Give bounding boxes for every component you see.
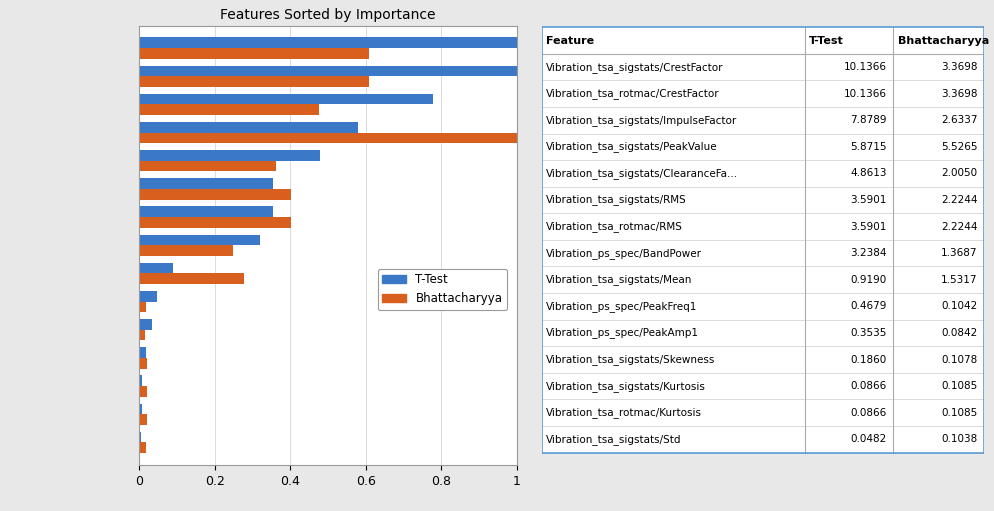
Text: 2.2244: 2.2244	[941, 222, 977, 231]
Text: 1.5317: 1.5317	[941, 275, 977, 285]
Legend: T-Test, Bhattacharyya: T-Test, Bhattacharyya	[378, 269, 507, 310]
Bar	[139, 245, 233, 256]
Text: 0.4679: 0.4679	[851, 301, 887, 311]
Bar	[139, 217, 291, 228]
Text: 0.1042: 0.1042	[941, 301, 977, 311]
Text: Bhattacharyya: Bhattacharyya	[898, 35, 989, 45]
Bar	[139, 235, 259, 245]
Bar	[139, 189, 291, 200]
Bar	[139, 319, 152, 330]
Text: 0.9190: 0.9190	[851, 275, 887, 285]
Text: Vibration_tsa_sigstats/RMS: Vibration_tsa_sigstats/RMS	[546, 195, 687, 205]
Text: 0.0866: 0.0866	[851, 381, 887, 391]
Text: Vibration_ps_spec/PeakFreq1: Vibration_ps_spec/PeakFreq1	[546, 301, 698, 312]
Bar	[139, 37, 517, 48]
Text: Vibration_tsa_rotmac/Kurtosis: Vibration_tsa_rotmac/Kurtosis	[546, 407, 702, 418]
Text: Vibration_tsa_sigstats/Skewness: Vibration_tsa_sigstats/Skewness	[546, 354, 716, 365]
Text: Vibration_tsa_sigstats/Mean: Vibration_tsa_sigstats/Mean	[546, 274, 693, 285]
Text: Feature: Feature	[546, 35, 594, 45]
Bar	[139, 358, 146, 368]
Bar	[542, 27, 984, 453]
Text: 0.0866: 0.0866	[851, 408, 887, 417]
Bar	[139, 330, 145, 340]
Text: Vibration_tsa_sigstats/ClearanceFa...: Vibration_tsa_sigstats/ClearanceFa...	[546, 168, 739, 179]
Text: Vibration_ps_spec/BandPower: Vibration_ps_spec/BandPower	[546, 248, 702, 259]
Text: 7.8789: 7.8789	[850, 115, 887, 125]
Text: 3.2384: 3.2384	[850, 248, 887, 258]
Text: 0.3535: 0.3535	[851, 328, 887, 338]
Text: 0.0842: 0.0842	[941, 328, 977, 338]
Bar	[139, 150, 320, 161]
Bar	[139, 65, 517, 76]
Text: T-Test: T-Test	[809, 35, 844, 45]
Bar	[139, 48, 370, 59]
Bar	[139, 122, 358, 132]
Text: Vibration_ps_spec/PeakAmp1: Vibration_ps_spec/PeakAmp1	[546, 328, 699, 338]
Text: Vibration_tsa_sigstats/ImpulseFactor: Vibration_tsa_sigstats/ImpulseFactor	[546, 115, 738, 126]
Bar	[139, 432, 141, 443]
Text: Vibration_tsa_rotmac/RMS: Vibration_tsa_rotmac/RMS	[546, 221, 683, 232]
Text: 10.1366: 10.1366	[844, 62, 887, 72]
Text: 5.8715: 5.8715	[850, 142, 887, 152]
Bar	[139, 301, 146, 312]
Text: 0.1860: 0.1860	[851, 355, 887, 364]
Title: Features Sorted by Importance: Features Sorted by Importance	[221, 8, 435, 21]
Bar	[139, 178, 273, 189]
Text: 10.1366: 10.1366	[844, 89, 887, 99]
Text: Vibration_tsa_sigstats/CrestFactor: Vibration_tsa_sigstats/CrestFactor	[546, 62, 724, 73]
Bar	[139, 404, 142, 414]
Bar	[139, 206, 273, 217]
Text: Vibration_tsa_sigstats/PeakValue: Vibration_tsa_sigstats/PeakValue	[546, 142, 718, 152]
Text: 3.3698: 3.3698	[941, 89, 977, 99]
Text: 0.1085: 0.1085	[941, 408, 977, 417]
Bar	[139, 414, 146, 425]
Bar	[139, 443, 146, 453]
Text: 0.1038: 0.1038	[941, 434, 977, 444]
Bar	[139, 132, 517, 143]
Bar	[139, 376, 142, 386]
Bar	[139, 263, 173, 273]
Text: 1.3687: 1.3687	[941, 248, 977, 258]
Text: 3.5901: 3.5901	[851, 222, 887, 231]
Text: 0.0482: 0.0482	[851, 434, 887, 444]
Bar	[139, 161, 276, 172]
Bar	[139, 94, 432, 104]
Text: 4.8613: 4.8613	[850, 169, 887, 178]
Text: 3.5901: 3.5901	[851, 195, 887, 205]
Bar	[139, 104, 319, 115]
Text: Vibration_tsa_sigstats/Kurtosis: Vibration_tsa_sigstats/Kurtosis	[546, 381, 706, 391]
Text: 0.1085: 0.1085	[941, 381, 977, 391]
Bar	[139, 386, 146, 397]
Text: Vibration_tsa_sigstats/Std: Vibration_tsa_sigstats/Std	[546, 434, 682, 445]
Text: 5.5265: 5.5265	[941, 142, 977, 152]
Text: 3.3698: 3.3698	[941, 62, 977, 72]
Text: 2.6337: 2.6337	[941, 115, 977, 125]
Text: 0.1078: 0.1078	[941, 355, 977, 364]
Text: 2.2244: 2.2244	[941, 195, 977, 205]
Text: 2.0050: 2.0050	[941, 169, 977, 178]
Bar	[139, 76, 370, 87]
Bar	[139, 347, 146, 358]
Bar	[139, 273, 244, 284]
Bar	[139, 291, 157, 301]
Text: Vibration_tsa_rotmac/CrestFactor: Vibration_tsa_rotmac/CrestFactor	[546, 88, 720, 99]
